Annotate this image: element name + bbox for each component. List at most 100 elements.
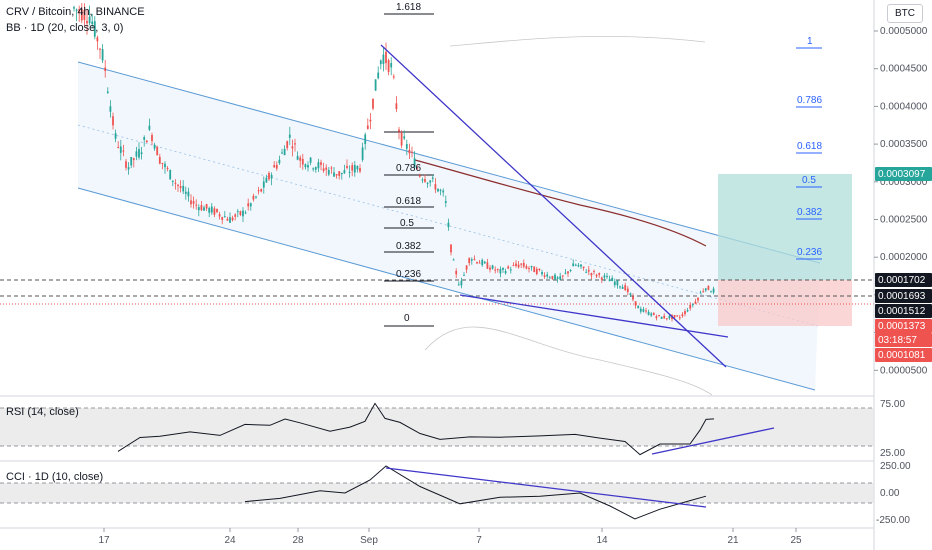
candle-body bbox=[357, 166, 359, 169]
candle-body bbox=[201, 205, 203, 210]
bb-indicator-label: BB · 1D (20, close, 3, 0) bbox=[6, 22, 123, 34]
candle-body bbox=[276, 165, 278, 169]
fib-right-05: 0.5 bbox=[802, 175, 816, 186]
candle-body bbox=[185, 192, 187, 194]
price-badge-label: 0.0001512 bbox=[878, 306, 926, 317]
candle-body bbox=[180, 186, 182, 188]
candle-body bbox=[401, 133, 403, 146]
candle-body bbox=[125, 161, 127, 168]
candle-body bbox=[206, 204, 208, 208]
candle-body bbox=[432, 177, 434, 178]
candle-body bbox=[583, 267, 585, 269]
candle-body bbox=[575, 265, 577, 266]
candle-body bbox=[635, 301, 637, 305]
candle-body bbox=[554, 275, 556, 279]
price-badge-label: 0.0001081 bbox=[878, 350, 926, 361]
candle-body bbox=[585, 272, 587, 273]
candle-body bbox=[130, 157, 132, 165]
candle-body bbox=[227, 219, 229, 221]
candle-body bbox=[99, 49, 101, 50]
candle-body bbox=[383, 55, 385, 64]
candle-body bbox=[214, 208, 216, 214]
candle-body bbox=[120, 146, 122, 152]
candle-body bbox=[640, 309, 642, 312]
candle-body bbox=[167, 168, 169, 169]
candle-body bbox=[281, 153, 283, 154]
candle-body bbox=[624, 285, 626, 290]
candle-body bbox=[188, 192, 190, 197]
candle-body bbox=[198, 207, 200, 210]
candle-body bbox=[687, 310, 689, 311]
candle-body bbox=[255, 196, 257, 197]
candle-body bbox=[253, 196, 255, 200]
candle-body bbox=[141, 152, 143, 154]
candle-body bbox=[588, 270, 590, 272]
candle-body bbox=[195, 205, 197, 206]
price-badge-label: 03:18:57 bbox=[878, 335, 917, 346]
candle-body bbox=[305, 164, 307, 167]
candle-body bbox=[333, 172, 335, 176]
candle-body bbox=[409, 150, 411, 153]
candle-body bbox=[385, 52, 387, 63]
candle-body bbox=[533, 267, 535, 272]
rsi-tick-75: 75.00 bbox=[880, 399, 905, 410]
candle-body bbox=[310, 158, 312, 163]
candle-body bbox=[684, 311, 686, 314]
candle-body bbox=[531, 266, 533, 267]
candle-body bbox=[546, 274, 548, 276]
candle-body bbox=[604, 275, 606, 277]
candle-body bbox=[203, 207, 205, 210]
long-position-box[interactable] bbox=[718, 174, 852, 326]
candle-body bbox=[570, 270, 572, 271]
cci-legend[interactable]: CCI · 1D (10, close) bbox=[6, 471, 105, 483]
candle-body bbox=[375, 79, 377, 90]
candle-body bbox=[510, 269, 512, 270]
candle-body bbox=[146, 141, 148, 143]
candle-body bbox=[497, 269, 499, 270]
cci-tick-neg250: -250.00 bbox=[876, 515, 910, 526]
candle-body bbox=[104, 68, 106, 71]
candle-body bbox=[307, 165, 309, 167]
candle-body bbox=[362, 147, 364, 159]
candle-body bbox=[479, 263, 481, 264]
candle-body bbox=[692, 304, 694, 305]
candle-body bbox=[544, 275, 546, 277]
price-tick-label: 0.0002500 bbox=[880, 215, 928, 226]
candle-body bbox=[435, 184, 437, 189]
time-tick-label: Sep bbox=[360, 535, 378, 546]
candle-body bbox=[162, 163, 164, 164]
candle-body bbox=[502, 268, 504, 270]
time-tick-label: 28 bbox=[292, 535, 304, 546]
fib-left-0786: 0.786 bbox=[396, 163, 421, 174]
candle-body bbox=[695, 302, 697, 304]
candle-body bbox=[666, 318, 668, 319]
candle-body bbox=[338, 171, 340, 176]
candle-body bbox=[515, 264, 517, 266]
candle-body bbox=[318, 162, 320, 168]
candle-body bbox=[559, 276, 561, 279]
candle-body bbox=[271, 175, 273, 179]
candle-body bbox=[286, 141, 288, 148]
candle-body bbox=[518, 265, 520, 268]
symbol-legend[interactable]: CRV / Bitcoin, 4h, BINANCE bbox=[6, 6, 147, 18]
candle-body bbox=[674, 315, 676, 317]
fib-left-05: 0.5 bbox=[400, 218, 414, 229]
candle-body bbox=[211, 207, 213, 213]
candle-body bbox=[138, 149, 140, 158]
candle-body bbox=[224, 216, 226, 217]
candle-body bbox=[606, 276, 608, 277]
candle-body bbox=[593, 271, 595, 272]
candle-body bbox=[653, 313, 655, 315]
candle-body bbox=[713, 289, 715, 293]
candle-body bbox=[424, 179, 426, 182]
candle-body bbox=[562, 275, 564, 276]
time-tick-label: 17 bbox=[98, 535, 110, 546]
candle-body bbox=[609, 279, 611, 281]
bb-legend[interactable]: BB · 1D (20, close, 3, 0) bbox=[6, 22, 125, 34]
rsi-legend[interactable]: RSI (14, close) bbox=[6, 406, 81, 418]
candle-body bbox=[102, 49, 104, 60]
candle-body bbox=[258, 190, 260, 191]
candle-body bbox=[377, 73, 379, 79]
currency-button[interactable]: BTC bbox=[887, 4, 923, 23]
